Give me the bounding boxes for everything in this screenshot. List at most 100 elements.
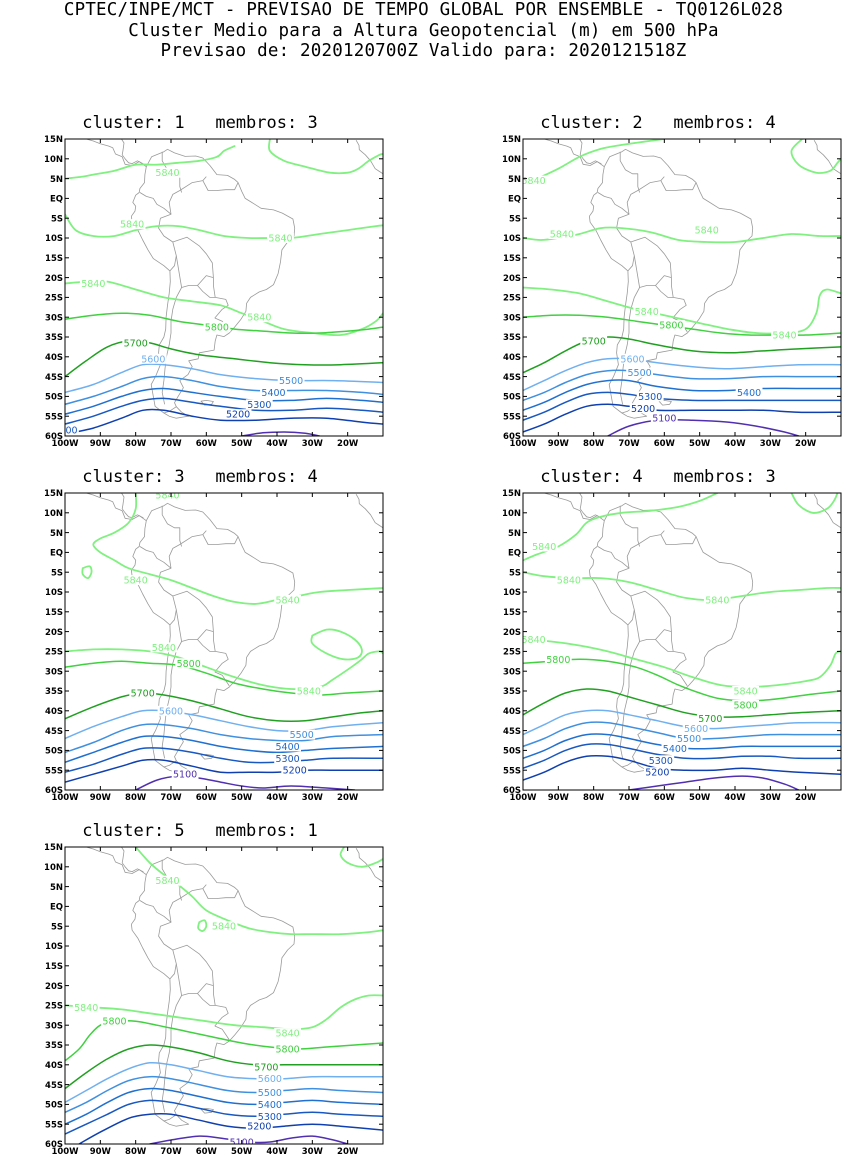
contour-label: 5700 (254, 1062, 278, 1073)
contour-line (65, 145, 236, 180)
lat-tick-label: 60S (45, 786, 63, 796)
contour-label-bg (682, 723, 710, 734)
contour-label: 5840 (74, 1003, 98, 1014)
lat-tick-label: 5N (50, 529, 63, 539)
plot-frame (64, 492, 384, 791)
lat-tick-label: 60S (503, 432, 521, 442)
panel-title: cluster: 1 membros: 3 (82, 113, 318, 133)
contour-label-bg (555, 575, 583, 586)
contour-label: 5600 (159, 706, 183, 717)
contour-line (523, 336, 841, 374)
lat-tick-label: 15N (502, 135, 521, 145)
plot-frame (64, 846, 384, 1145)
contour-label-bg (274, 741, 301, 752)
lat-tick-label: 30S (503, 313, 521, 323)
contour-label-bg (771, 330, 798, 340)
contour-line (339, 847, 383, 868)
contour-lines (65, 847, 383, 1144)
lat-tick-label: 5S (51, 214, 63, 224)
contour-lines (523, 139, 841, 436)
contour-line (65, 363, 383, 394)
contour-lines (65, 493, 383, 790)
africa-coastline (813, 494, 841, 529)
lat-tick-label: 55S (45, 412, 63, 422)
country-border (172, 236, 229, 319)
lat-tick-label: 60S (503, 786, 521, 796)
contour-label-bg (274, 594, 301, 605)
lon-tick-label: 70W (160, 1147, 182, 1156)
lat-tick-label: 15S (45, 962, 63, 972)
contour-label: 5200 (247, 1122, 271, 1133)
contour-line (523, 391, 841, 421)
lat-tick-label: EQ (50, 195, 63, 205)
lat-tick-label: 50S (503, 393, 521, 403)
lat-tick-label: 10S (45, 942, 63, 952)
lon-tick-label: 60W (654, 439, 676, 448)
lat-tick-label: 5N (508, 529, 521, 539)
lat-tick-label: 10N (502, 155, 521, 165)
geopotential-map: 5840584058405840580058405800570056005500… (502, 489, 842, 802)
contour-label: 5200 (226, 410, 250, 421)
lat-tick-label: EQ (50, 549, 63, 559)
lon-tick-label: 40W (724, 793, 746, 802)
contour-label: 5400 (663, 744, 687, 755)
axis-ticks: 15N10N5NEQ5S10S15S20S25S30S35S40S45S50S5… (44, 843, 383, 1156)
contour-label: 5840 (532, 542, 556, 553)
lat-tick-label: 5S (509, 568, 521, 578)
country-border (161, 505, 182, 547)
contour-line (523, 357, 841, 392)
header-line-2: Cluster Medio para a Altura Geopotencial… (128, 21, 719, 41)
country-border (158, 884, 207, 980)
contour-line (267, 139, 383, 175)
lon-tick-label: 60W (654, 793, 676, 802)
plot-frame (522, 138, 842, 437)
contour-label: 5300 (638, 392, 662, 403)
lon-tick-label: 40W (266, 439, 288, 448)
contour-label-bg (580, 336, 608, 346)
lon-tick-label: 50W (231, 439, 253, 448)
caribbean-coastline (107, 139, 144, 165)
lon-tick-label: 60W (196, 439, 218, 448)
lat-tick-label: 35S (45, 333, 63, 343)
contour-label-bg (224, 409, 252, 420)
contour-label-bg (661, 743, 689, 754)
contour-label-bg (650, 413, 678, 424)
country-border (139, 192, 172, 215)
contour-label: 5500 (290, 730, 314, 741)
axis-ticks: 15N10N5NEQ5S10S15S20S25S30S35S40S45S50S5… (502, 135, 841, 448)
contour-label: 5500 (279, 376, 303, 387)
lat-tick-label: 5N (50, 883, 63, 893)
header-line-1: CPTEC/INPE/MCT - PREVISAO DE TEMPO GLOBA… (63, 0, 784, 20)
contour-labels: 5840 5840 5840 5840 5840 5800 5700 5600 55005400… (65, 167, 305, 436)
lon-tick-label: 40W (266, 793, 288, 802)
lat-tick-label: EQ (50, 903, 63, 913)
contour-line (523, 721, 841, 748)
contour-label-bg (154, 493, 181, 500)
lon-tick-label: 50W (689, 793, 711, 802)
contour-label-bg (256, 1073, 284, 1084)
contour-line (65, 1075, 383, 1114)
lat-tick-label: 45S (503, 727, 521, 737)
contour-line (790, 493, 839, 514)
contour-label: 5840 (705, 595, 729, 606)
lon-tick-label: 80W (583, 439, 605, 448)
panel-title: cluster: 2 membros: 4 (540, 113, 776, 133)
contour-label: 5800 (546, 655, 570, 666)
lat-tick-label: 10N (502, 509, 521, 519)
lat-tick-label: 15N (44, 135, 63, 145)
contour-label-bg (274, 1044, 301, 1054)
lat-tick-label: 45S (45, 1081, 63, 1091)
contour-lines (65, 139, 383, 436)
country-border (597, 192, 630, 215)
contour-label-bg (626, 367, 653, 378)
lat-tick-label: 25S (503, 648, 521, 658)
contour-label-bg (154, 167, 181, 178)
country-border (630, 236, 687, 319)
contour-line (523, 369, 841, 402)
contour-line (310, 628, 363, 661)
contour-label-bg (523, 175, 547, 186)
country-border (175, 255, 214, 288)
contour-label-bg (150, 642, 178, 653)
